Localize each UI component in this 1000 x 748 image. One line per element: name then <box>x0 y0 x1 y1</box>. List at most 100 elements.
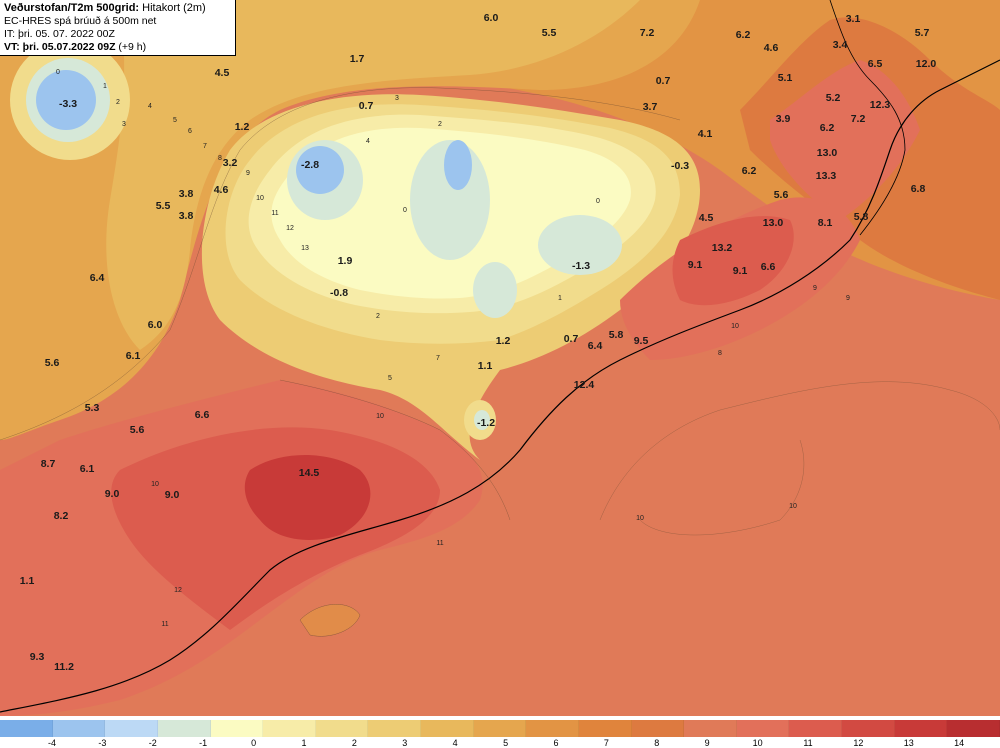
legend-tick-label: 5 <box>503 738 509 748</box>
map-cold-spot-2b <box>444 140 472 190</box>
temperature-label: 6.0 <box>148 319 163 331</box>
temperature-label: 6.2 <box>736 29 751 41</box>
temperature-label: 4.6 <box>214 184 229 196</box>
temperature-label: 13.3 <box>816 170 837 182</box>
legend-swatch <box>157 720 211 737</box>
map-cold-spot-3 <box>538 215 622 275</box>
legend-tick-label: 2 <box>351 738 357 748</box>
map-zone-south-hottest <box>244 455 371 540</box>
legend-swatch <box>52 720 106 737</box>
legend-tick-label: 7 <box>603 738 609 748</box>
legend-tick-label: -4 <box>47 738 57 748</box>
temperature-label: 4.5 <box>699 212 714 224</box>
contour-label: 0 <box>596 198 600 205</box>
contour-label: 5 <box>388 375 392 382</box>
contour-label: 10 <box>636 515 644 522</box>
temperature-label: 1.1 <box>478 360 493 372</box>
legend-tick-label: 12 <box>853 738 864 748</box>
contour-label: 11 <box>436 540 443 547</box>
title-bold: Veðurstofan/T2m 500grid: <box>4 2 140 14</box>
legend-swatch <box>421 720 474 737</box>
legend-tick-label: 0 <box>251 738 257 748</box>
temperature-label: 1.2 <box>235 121 250 133</box>
temperature-label: 3.9 <box>776 113 791 125</box>
temperature-label: 6.6 <box>195 409 210 421</box>
legend-tick-label: 9 <box>704 738 710 748</box>
contour-label: 11 <box>161 621 168 628</box>
legend-swatch <box>473 720 527 737</box>
map-cold-spot-northwest-c <box>36 70 96 130</box>
contour-label: 6 <box>188 128 192 135</box>
legend-swatch <box>684 720 737 737</box>
legend-tick-label: 4 <box>452 738 458 748</box>
temperature-label: 4.6 <box>764 42 779 54</box>
temperature-label: 5.6 <box>130 424 145 436</box>
temperature-label: 7.2 <box>640 27 655 39</box>
color-legend: -4-3-2-10123456789101112131415 <box>0 716 1000 748</box>
contour-label: 9 <box>846 295 850 302</box>
map-cold-spot-5b <box>474 410 490 430</box>
contour-label: 7 <box>436 355 440 362</box>
temperature-label: 5.8 <box>609 329 624 341</box>
legend-swatch <box>578 720 632 737</box>
temperature-label: 6.2 <box>820 122 835 134</box>
temperature-label: 4.5 <box>215 67 230 79</box>
contour-label: 12 <box>174 587 182 594</box>
temperature-label: 9.1 <box>733 265 748 277</box>
contour-label: 5 <box>173 117 177 124</box>
temperature-label: 1.7 <box>350 53 365 65</box>
temperature-label: 5.2 <box>826 92 841 104</box>
legend-swatch <box>263 720 316 737</box>
contour-label: 7 <box>203 143 207 150</box>
map-contour-e <box>299 604 361 637</box>
contour-label: 8 <box>718 350 722 357</box>
temperature-label: -3.3 <box>59 98 77 110</box>
legend-swatch <box>631 720 685 737</box>
contour-label: 10 <box>376 413 384 420</box>
vt-label: VT: <box>4 41 20 53</box>
map-contour-c <box>599 381 1000 521</box>
contour-label: 1 <box>103 83 107 90</box>
temperature-label: 5.6 <box>45 357 60 369</box>
legend-tick-label: 10 <box>752 738 763 748</box>
temperature-label: 1.9 <box>338 255 353 267</box>
contour-label: 2 <box>438 121 442 128</box>
temperature-label: 12.4 <box>574 379 595 391</box>
title-rest: Hitakort (2m) <box>142 2 206 14</box>
temperature-label: 9.5 <box>634 335 649 347</box>
map-cold-spot-1b <box>296 146 344 194</box>
temperature-labels: -3.3 4.5 1.7 0.7 6.0 5.5 7.2 6.2 4.6 3.1 5.7 3.4 6.5… <box>20 12 937 673</box>
legend-tick-label: -1 <box>199 738 208 748</box>
temperature-label: 12.0 <box>916 58 937 70</box>
legend-swatch <box>0 720 53 737</box>
temperature-label: 6.8 <box>911 183 926 195</box>
temperature-label: 5.1 <box>778 72 793 84</box>
map-zone-band-2 <box>106 0 640 350</box>
contour-label: 1 <box>558 295 562 302</box>
temperature-label: 5.6 <box>774 189 789 201</box>
temperature-label: 6.1 <box>80 463 95 475</box>
legend-swatch <box>210 720 264 737</box>
temperature-label: -1.3 <box>572 260 590 272</box>
temperature-label: 6.1 <box>126 350 141 362</box>
legend-swatch <box>894 720 948 737</box>
legend-tick-label: 13 <box>903 738 914 748</box>
temperature-label: 5.5 <box>156 200 171 212</box>
temperature-label: 3.7 <box>643 101 658 113</box>
temperature-label: 0.7 <box>359 100 374 112</box>
map-coastline-northeast <box>829 0 906 236</box>
temperature-label: 11.2 <box>54 661 74 673</box>
legend-swatch <box>315 720 369 737</box>
contour-label: 3 <box>122 121 126 128</box>
contour-labels: 0123456789101112131010101199802357121110… <box>56 69 850 628</box>
contour-label: 4 <box>366 138 370 145</box>
legend-tick-label: 3 <box>402 738 408 748</box>
contour-label: 11 <box>271 210 278 217</box>
map-cold-spot-4 <box>473 262 517 318</box>
legend-bar <box>0 720 1000 737</box>
contour-label: 13 <box>301 245 309 252</box>
map-contour-a <box>0 87 681 441</box>
legend-swatch <box>526 720 579 737</box>
legend-swatch <box>947 720 1000 737</box>
